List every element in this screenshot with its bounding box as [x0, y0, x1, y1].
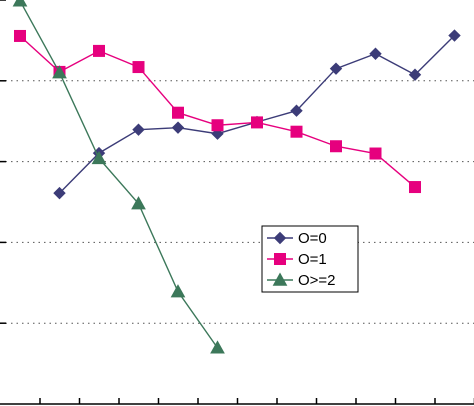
data-point-o-1-8 [290, 125, 303, 138]
data-point-o-0-10 [408, 68, 422, 81]
data-point-o-0-9 [369, 47, 382, 60]
data-point-o-0-8 [329, 62, 343, 75]
data-point-o-1-6 [211, 119, 224, 132]
data-point-o-1-11 [409, 181, 421, 194]
series-line-o-1 [19, 35, 416, 188]
data-point-o-2-3 [91, 150, 107, 165]
legend-marker-o-0 [273, 231, 287, 245]
data-point-o-1-9 [330, 140, 342, 153]
data-point-o-1-7 [251, 116, 263, 129]
data-point-o-0-7 [290, 104, 303, 117]
legend-marker-o-2 [272, 272, 288, 286]
data-point-o-1-4 [132, 61, 145, 74]
series-line-o-2 [19, 0, 219, 349]
data-point-o-2-6 [210, 340, 225, 354]
data-point-o-2-4 [131, 196, 146, 210]
legend-label-o-1: O=1 [298, 251, 327, 268]
data-point-o-2-2 [52, 65, 67, 79]
data-point-o-1-3 [93, 44, 105, 57]
data-point-o-0-4 [171, 121, 185, 134]
data-point-o-1-10 [369, 147, 382, 160]
legend-label-o-2: O>=2 [298, 272, 336, 289]
legend-marker-o-1 [274, 253, 286, 265]
data-point-o-2-5 [170, 284, 186, 298]
data-point-o-0-1 [53, 186, 66, 200]
data-point-o-0-3 [132, 123, 145, 136]
data-point-o-1-5 [172, 106, 184, 119]
data-point-o-0-11 [448, 29, 461, 42]
data-point-o-1-1 [14, 29, 26, 42]
legend-label-o-0: O=0 [298, 230, 327, 247]
data-point-o-2-1 [12, 0, 28, 7]
